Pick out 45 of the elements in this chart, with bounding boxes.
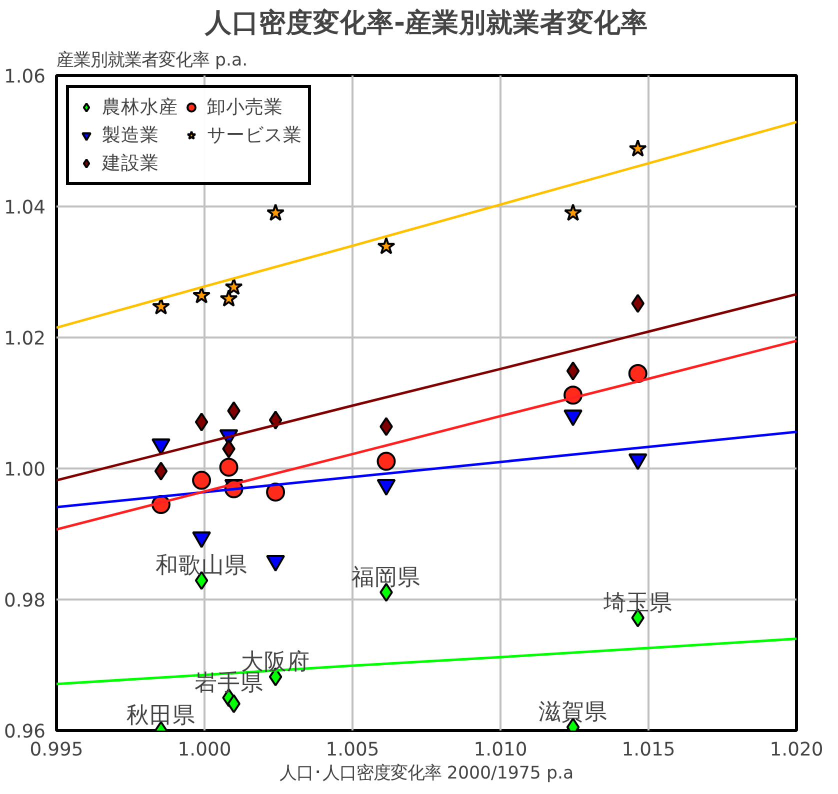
- point: [224, 278, 243, 295]
- point: [194, 412, 208, 432]
- point: [377, 236, 396, 254]
- annotation: 秋田県: [126, 702, 196, 728]
- y-axis-title: 産業別就業者変化率 p.a.: [56, 50, 248, 70]
- x-tick-label: 1.010: [474, 740, 528, 760]
- point: [266, 482, 286, 502]
- legend-label: 卸小売業: [207, 96, 283, 120]
- point: [154, 462, 168, 481]
- line-series: [56, 340, 796, 531]
- line-series: [56, 430, 796, 508]
- legend-label: 農林水産: [102, 96, 178, 120]
- y-tick-label: 0.96: [4, 722, 46, 742]
- x-tick-label: 1.005: [326, 740, 380, 760]
- point: [192, 470, 212, 490]
- y-tick-label: 1.00: [4, 460, 46, 480]
- legend-label: サービス業: [207, 124, 302, 148]
- legend-label: 製造業: [102, 124, 159, 148]
- line-series: [56, 120, 796, 329]
- y-tick-label: 1.02: [4, 328, 46, 350]
- y-tick-label: 1.04: [4, 198, 46, 218]
- x-tick-label: 1.020: [770, 740, 824, 760]
- y-tick-label: 0.98: [4, 590, 46, 612]
- line-series: [56, 293, 796, 482]
- annotation: 和歌山県: [156, 552, 248, 579]
- x-axis-title: 人口･人口密度変化率 2000/1975 p.a: [279, 764, 574, 784]
- point: [192, 286, 211, 304]
- x-tick-label: 1.015: [622, 740, 676, 760]
- point: [631, 294, 645, 313]
- annotation: 滋賀県: [538, 699, 608, 726]
- annotation: 埼玉県: [602, 590, 672, 616]
- x-tick-label: 1.000: [178, 740, 232, 760]
- x-tick-label: 0.995: [30, 740, 84, 760]
- legend-label: 建設業: [102, 152, 159, 176]
- point: [628, 139, 647, 157]
- point: [628, 364, 648, 384]
- point: [376, 452, 396, 471]
- y-tick-label: 1.06: [4, 66, 46, 88]
- point: [564, 204, 582, 221]
- annotation: 福岡県: [352, 564, 421, 590]
- point: [266, 204, 285, 221]
- point: [220, 289, 238, 307]
- point: [566, 361, 580, 380]
- point: [219, 458, 238, 477]
- chart-title: 人口密度変化率-産業別就業者変化率: [204, 8, 648, 38]
